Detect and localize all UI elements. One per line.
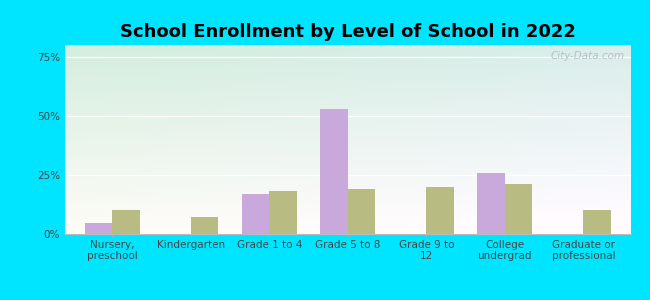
Bar — [426, 187, 454, 234]
Text: City-Data.com: City-Data.com — [551, 51, 625, 61]
Bar — [242, 194, 269, 234]
Bar — [269, 191, 296, 234]
Bar — [505, 184, 532, 234]
Bar — [190, 218, 218, 234]
Bar — [584, 210, 611, 234]
Title: School Enrollment by Level of School in 2022: School Enrollment by Level of School in … — [120, 23, 576, 41]
Bar — [320, 109, 348, 234]
Bar — [84, 224, 112, 234]
Bar — [112, 210, 140, 234]
Bar — [348, 189, 375, 234]
Bar — [477, 172, 505, 234]
